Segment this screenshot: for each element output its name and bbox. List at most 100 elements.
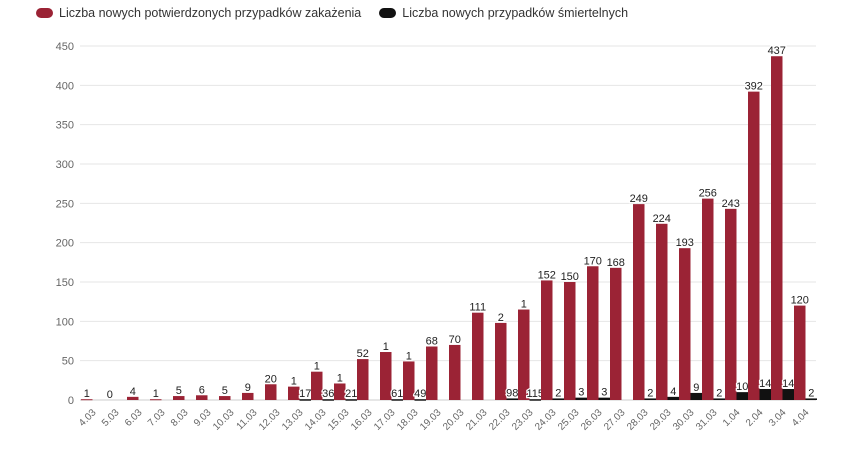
x-tick-label: 18.03 <box>395 407 421 433</box>
data-label-confirmed: 152 <box>538 269 556 281</box>
bar-confirmed <box>771 56 783 401</box>
legend-label-confirmed: Liczba nowych potwierdzonych przypadków … <box>59 6 362 20</box>
data-label-confirmed: 1 <box>314 361 320 373</box>
data-label-confirmed: 1 <box>383 341 389 353</box>
x-tick-label: 26.03 <box>579 407 605 433</box>
bar-confirmed <box>725 208 737 400</box>
bar-confirmed <box>679 248 691 400</box>
bar-confirmed <box>219 396 231 400</box>
x-tick-label: 4.03 <box>77 407 99 429</box>
bar-confirmed <box>518 309 530 400</box>
data-label-deaths: 2 <box>555 387 561 399</box>
bar-deaths <box>713 398 725 400</box>
x-tick-label: 28.03 <box>625 407 651 433</box>
bar-deaths <box>299 399 311 401</box>
bar-deaths <box>644 398 656 400</box>
data-label-deaths: 17 <box>299 388 311 400</box>
legend-item-deaths[interactable]: Liczba nowych przypadków śmiertelnych <box>379 6 628 20</box>
bar-deaths <box>529 399 541 401</box>
x-tick-label: 5.03 <box>100 407 122 429</box>
bar-confirmed <box>403 361 415 400</box>
x-tick-label: 30.03 <box>671 407 697 433</box>
data-label-confirmed: 9 <box>245 382 251 394</box>
y-tick-label: 350 <box>56 120 74 132</box>
data-label-confirmed: 5 <box>176 385 182 397</box>
x-tick-label: 6.03 <box>123 407 145 429</box>
x-tick-label: 2.04 <box>744 407 766 429</box>
x-tick-label: 27.03 <box>602 407 628 433</box>
data-label-confirmed: 1 <box>291 376 297 388</box>
data-label-deaths: 14 <box>759 378 771 390</box>
bar-confirmed <box>656 223 668 400</box>
x-tick-label: 13.03 <box>280 407 306 433</box>
bar-confirmed <box>633 204 645 400</box>
x-tick-label: 8.03 <box>169 407 191 429</box>
bar-confirmed <box>587 266 599 400</box>
bar-deaths <box>782 388 794 400</box>
legend-swatch-confirmed <box>36 8 53 18</box>
bar-deaths <box>736 392 748 400</box>
bar-deaths <box>552 398 564 400</box>
data-label-confirmed: 1 <box>84 388 90 400</box>
bar-confirmed <box>702 198 714 400</box>
data-label-deaths: 14 <box>782 378 794 390</box>
x-tick-label: 29.03 <box>648 407 674 433</box>
bar-deaths <box>667 396 679 400</box>
data-label-deaths: 4 <box>670 386 676 398</box>
bar-confirmed <box>311 371 323 400</box>
x-tick-label: 22.03 <box>487 407 513 433</box>
data-label-deaths: 36 <box>322 388 334 400</box>
data-label-deaths: 49 <box>414 388 426 400</box>
bar-confirmed <box>449 344 461 400</box>
legend-item-confirmed[interactable]: Liczba nowych potwierdzonych przypadków … <box>36 6 361 20</box>
data-label-confirmed: 111 <box>469 302 486 314</box>
x-tick-label: 15.03 <box>326 407 352 433</box>
data-label-confirmed: 150 <box>561 271 579 283</box>
bar-deaths <box>598 397 610 400</box>
data-label-deaths: 2 <box>716 387 722 399</box>
bar-confirmed <box>334 383 346 400</box>
bar-confirmed <box>173 396 185 400</box>
bar-confirmed <box>380 352 392 400</box>
y-tick-label: 450 <box>56 41 74 53</box>
data-label-deaths: 61 <box>391 388 403 400</box>
x-tick-label: 31.03 <box>694 407 720 433</box>
data-label-deaths: 2 <box>808 387 814 399</box>
x-tick-label: 4.04 <box>790 407 812 429</box>
data-label-confirmed: 193 <box>676 237 694 249</box>
data-label-confirmed: 1 <box>337 372 343 384</box>
bar-confirmed <box>564 282 576 400</box>
x-tick-label: 10.03 <box>211 407 237 433</box>
data-label-confirmed: 437 <box>768 45 786 57</box>
bar-confirmed <box>196 395 208 400</box>
y-tick-label: 200 <box>56 238 74 250</box>
y-tick-label: 0 <box>68 395 74 407</box>
bar-confirmed <box>242 392 254 400</box>
bar-deaths <box>414 399 426 401</box>
x-tick-label: 3.04 <box>767 407 789 429</box>
x-tick-label: 17.03 <box>372 407 398 433</box>
y-tick-label: 50 <box>62 356 74 368</box>
bar-confirmed <box>472 312 484 400</box>
x-tick-label: 20.03 <box>441 407 467 433</box>
data-label-confirmed: 20 <box>265 373 277 385</box>
legend-label-deaths: Liczba nowych przypadków śmiertelnych <box>402 6 629 20</box>
data-label-confirmed: 52 <box>357 348 369 360</box>
data-label-confirmed: 224 <box>653 213 671 225</box>
data-label-confirmed: 1 <box>521 299 527 311</box>
data-label-confirmed: 5 <box>222 385 228 397</box>
bar-confirmed <box>150 399 162 401</box>
data-label-deaths: 2 <box>647 387 653 399</box>
y-tick-label: 400 <box>56 80 74 92</box>
bar-confirmed <box>794 305 806 400</box>
data-label-confirmed: 0 <box>107 389 113 401</box>
data-label-deaths: 3 <box>578 387 584 399</box>
bar-confirmed <box>748 91 760 401</box>
data-label-confirmed: 249 <box>630 193 648 205</box>
x-tick-label: 19.03 <box>418 407 444 433</box>
x-tick-label: 1.04 <box>721 407 743 429</box>
bar-confirmed <box>426 346 438 400</box>
data-label-deaths: 10 <box>736 381 748 393</box>
